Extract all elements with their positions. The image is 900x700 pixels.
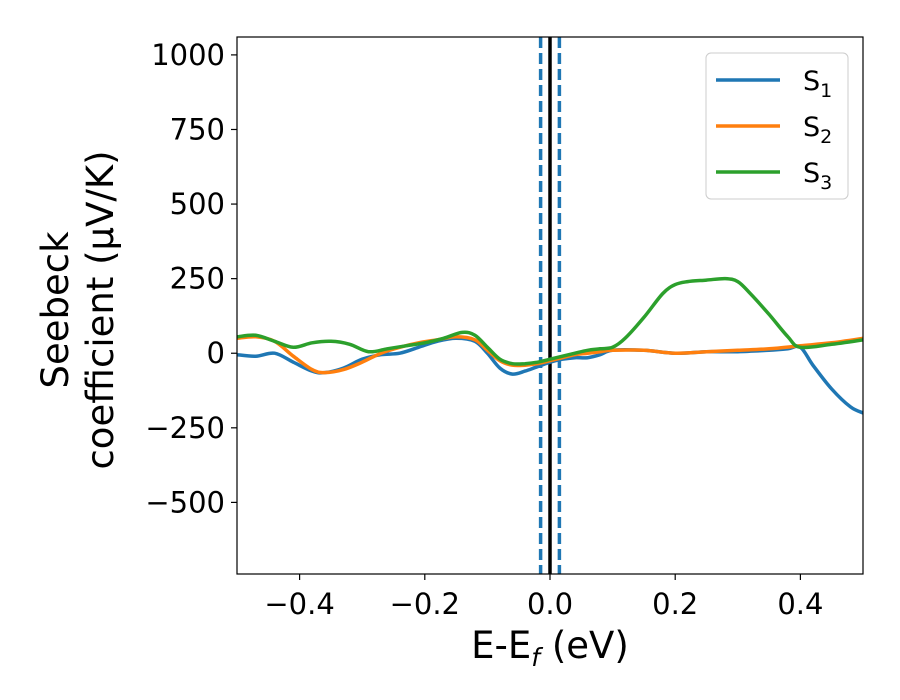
series-line-s3 (237, 276, 863, 366)
x-tick-label: 0.0 (527, 587, 573, 621)
y-tick-label: 750 (170, 112, 225, 146)
y-axis-title: Seebeck coefficient (μV/K) (34, 150, 122, 469)
x-tick-label: 0.4 (777, 587, 823, 621)
legend-label-s3: S3 (803, 158, 832, 194)
y-axis: 1000 750 500 250 0 −250 −500 (145, 38, 237, 519)
y-tick-label: 500 (170, 187, 225, 221)
y-tick-label: 1000 (151, 38, 225, 72)
y-tick-label: −250 (145, 411, 225, 445)
reference-lines (538, 37, 562, 574)
y-axis-title-line2: coefficient (μV/K) (79, 150, 122, 469)
y-tick-label: 250 (170, 262, 225, 296)
x-tick-label: −0.4 (264, 587, 334, 621)
legend-label-s1: S1 (803, 66, 832, 102)
legend-label-s2: S2 (803, 112, 832, 148)
x-tick-label: 0.2 (652, 587, 698, 621)
legend: S1 S2 S3 (705, 52, 849, 200)
x-axis-title: E-Ef (eV) (471, 624, 629, 672)
x-tick-label: −0.2 (390, 587, 460, 621)
y-axis-title-line1: Seebeck (34, 231, 77, 389)
series-layer (237, 276, 863, 415)
y-tick-label: −500 (145, 485, 225, 519)
y-tick-label: 0 (207, 336, 225, 370)
x-axis: −0.4 −0.2 0.0 0.2 0.4 (264, 574, 823, 621)
